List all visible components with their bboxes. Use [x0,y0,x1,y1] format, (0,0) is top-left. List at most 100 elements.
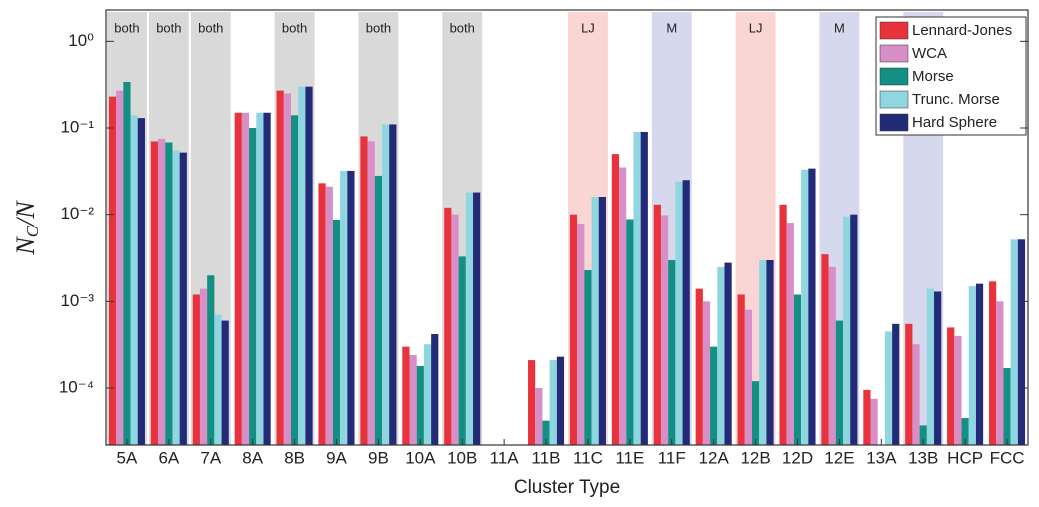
y-label-rest: /N [11,200,40,228]
legend-label: Hard Sphere [912,114,997,131]
bar [263,112,271,445]
bar [975,283,984,445]
y-label-sub: C [23,225,42,237]
legend-swatch [879,67,909,86]
bar [996,301,1004,445]
y-tick-label: 10⁻¹ [60,117,94,136]
bar [821,254,829,445]
bar [249,128,257,446]
bar [640,131,648,445]
bar [954,335,962,445]
y-tick-label: 10⁻⁴ [59,377,94,396]
highlight-bands: bothbothbothbothbothbothLJMLJMM [107,12,944,445]
bar [675,181,683,446]
bar [340,170,348,445]
bar [542,420,550,445]
bar [192,294,200,445]
bar [473,192,481,445]
x-tick-label: 10B [447,448,477,467]
x-tick-label: 5A [117,448,138,467]
bar [116,90,124,445]
highlight-label: both [366,20,391,35]
bar [653,204,661,445]
bar [793,294,802,445]
bar [801,169,809,445]
bar [123,81,131,445]
bar [416,365,424,445]
bar [402,346,410,445]
bar [241,112,250,445]
bar [207,275,215,445]
bar [808,168,816,446]
highlight-label: both [282,20,307,35]
x-tick-label: 13A [866,448,897,467]
bar [423,344,432,445]
x-tick-label: 8A [242,448,263,467]
bar [786,223,794,445]
x-tick-label: 11F [658,448,686,467]
bar [863,389,871,445]
bar [444,207,452,445]
bar [374,175,383,445]
bar [884,331,893,445]
bar [660,215,669,445]
bar [347,170,355,445]
bar [305,86,313,445]
bar [451,214,459,445]
legend-swatch [879,21,909,40]
bar [158,138,166,445]
x-tick-label: 11A [490,448,520,467]
bar [389,124,397,445]
bar [905,323,913,445]
bar [199,288,208,445]
bar [367,141,375,445]
bar [947,327,955,445]
highlight-label: both [198,20,223,35]
plot-frame [105,9,1029,446]
x-tick-label: 12E [824,448,854,467]
bar [989,281,997,445]
x-tick-label: HCP [947,448,983,467]
legend-label: Trunc. Morse [912,91,1000,108]
bar [458,256,466,445]
x-tick-label: 11E [615,448,644,467]
highlight-label: LJ [749,20,763,35]
bar [1003,368,1011,445]
bar [934,291,942,445]
bar [290,115,299,446]
bar [751,381,760,445]
bar [611,154,620,445]
bar [137,118,145,446]
x-tick-label: 6A [158,448,179,467]
highlight-label: both [156,20,181,35]
bar [549,360,557,445]
legend-swatch [879,44,909,63]
x-tick-label: 9A [326,448,347,467]
bar [668,259,676,445]
bar [779,204,787,445]
y-axis-label: NC/N [11,200,42,256]
bar [431,333,439,445]
bar [850,214,858,445]
bar [828,266,836,445]
bar [619,167,627,445]
bar [919,425,927,445]
bar [724,262,732,445]
bar [835,320,844,445]
highlight-label: both [450,20,475,35]
legend-swatch [879,113,909,132]
bar [577,224,585,445]
bar [702,301,711,445]
bar [569,214,578,445]
legend-label: Lennard-Jones [912,22,1012,39]
bar [598,196,606,445]
bar [318,183,326,446]
legend-label: Morse [912,68,954,85]
bar [591,196,599,445]
bar [626,219,634,445]
highlight-label: both [114,20,139,35]
bar [298,86,306,445]
bar [465,192,474,445]
x-tick-label: 8B [284,448,305,467]
